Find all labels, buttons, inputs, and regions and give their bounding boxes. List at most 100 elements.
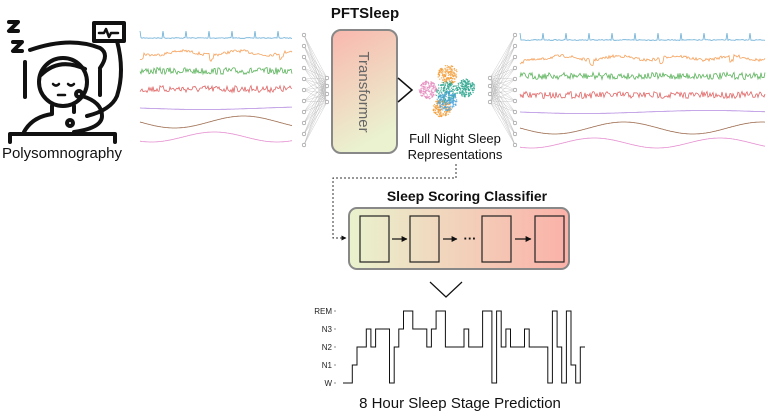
signal-trace-5 (140, 106, 292, 110)
network-node (487, 99, 493, 105)
cluster-point (446, 92, 448, 94)
cluster-point (448, 84, 450, 87)
cluster-point (438, 87, 440, 89)
cluster-point (455, 97, 457, 99)
network-node (512, 98, 518, 104)
cluster-point (450, 101, 452, 104)
cluster-point (465, 88, 467, 91)
cluster-point (446, 90, 448, 92)
cluster-point (470, 82, 472, 85)
cluster-point (449, 80, 451, 83)
cluster-point (428, 95, 431, 98)
network-edge (489, 78, 516, 103)
cluster-point (449, 97, 451, 99)
network-edge (303, 85, 328, 135)
network-edge (489, 56, 516, 103)
cluster-point (444, 70, 447, 72)
cluster-point (442, 94, 445, 96)
cluster-point (447, 66, 449, 68)
cluster-point (451, 80, 454, 83)
cluster-point (452, 103, 454, 105)
cluster-point (440, 98, 442, 100)
network-edge (303, 77, 328, 113)
cluster-point (456, 70, 458, 73)
cluster-point (472, 91, 474, 94)
network-edge (489, 34, 516, 87)
cluster-point (442, 77, 445, 79)
cluster-point (430, 81, 432, 83)
classifier-block (348, 207, 570, 270)
cluster-point (449, 84, 452, 86)
network-edge (303, 77, 328, 102)
cluster-point (442, 101, 445, 104)
cluster-point (454, 85, 456, 87)
cluster-point (429, 92, 432, 95)
hypnogram-chart: W N1 N2 N3 REM (314, 307, 585, 388)
cluster-point (418, 89, 420, 91)
cluster-point (453, 93, 455, 95)
cluster-point (425, 80, 428, 83)
y-tick-label-n2: N2 (322, 343, 333, 352)
cluster-point (439, 101, 441, 103)
network-edge (489, 34, 516, 103)
cluster-point (470, 93, 473, 96)
cluster-point (463, 87, 465, 90)
cluster-point (457, 82, 459, 85)
network-node (487, 91, 493, 97)
cluster-point (439, 78, 441, 80)
network-edge (303, 77, 328, 80)
cluster-point (442, 109, 444, 111)
network-edge (489, 93, 516, 124)
cluster-point (454, 95, 456, 97)
cluster-point (445, 102, 447, 105)
cluster-point (448, 106, 450, 108)
cluster-point (448, 111, 450, 113)
cluster-point (454, 75, 457, 77)
cluster-point (444, 92, 446, 94)
cluster-point (449, 98, 452, 100)
cluster-point (468, 92, 470, 95)
network-node (487, 83, 493, 89)
cluster-point (446, 82, 449, 84)
cluster-point (441, 92, 443, 94)
network-node (324, 75, 330, 81)
network-node (512, 131, 518, 137)
cluster-point (444, 100, 446, 103)
signal-trace-3 (139, 66, 293, 76)
cluster-point (422, 85, 425, 88)
cluster-point (423, 93, 425, 96)
chevron-right-icon (397, 77, 414, 103)
cluster-point (438, 74, 441, 76)
cluster-point (469, 92, 472, 94)
cluster-point (457, 85, 459, 87)
cluster-point (440, 105, 442, 108)
cluster-point (442, 82, 445, 84)
network-node (512, 76, 518, 82)
network-edge (489, 101, 516, 135)
cluster-point (431, 88, 433, 90)
network-edge (303, 100, 328, 103)
cluster-point (446, 78, 448, 81)
cluster-point (442, 73, 444, 76)
cluster-point (424, 88, 426, 90)
cluster-point (440, 88, 442, 90)
network-node (512, 109, 518, 115)
y-tick-label-rem: REM (314, 307, 332, 316)
cluster-point (441, 94, 443, 96)
cluster-point (436, 98, 438, 101)
network-node (324, 83, 330, 89)
cluster-point (421, 95, 423, 97)
cluster-point (460, 92, 462, 94)
cluster-point (428, 87, 431, 89)
cluster-point (443, 103, 445, 105)
cluster-point (457, 86, 460, 88)
network-edge (303, 45, 328, 103)
cluster-point (438, 95, 441, 98)
cluster-point (435, 86, 437, 89)
cluster-point (448, 100, 450, 103)
network-edge (489, 100, 516, 103)
cluster-point (455, 69, 458, 71)
cluster-point (444, 94, 447, 97)
cluster-point (439, 94, 442, 97)
